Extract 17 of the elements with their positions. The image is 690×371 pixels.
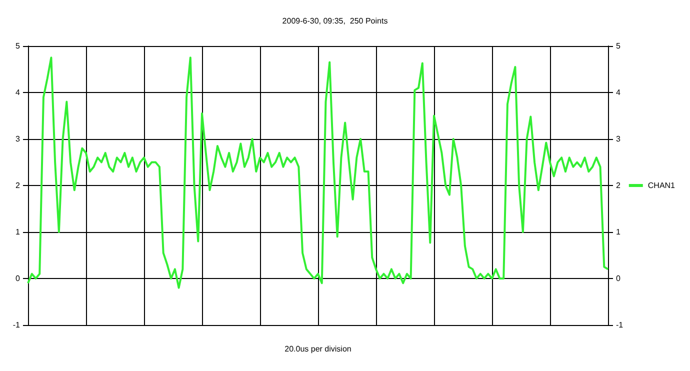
y2-tick-label: 5 <box>616 42 621 50</box>
y-tick-label: 3 <box>16 134 21 144</box>
legend-label: CHAN1 <box>648 181 676 190</box>
y-tick-label: 4 <box>16 88 21 97</box>
y2-tick-label: 2 <box>616 181 621 190</box>
y2-tick-label: 4 <box>616 88 621 97</box>
chart-title: 2009-6-30, 09:35, 250 Points <box>282 16 388 26</box>
y2-tick-label: 3 <box>616 134 621 144</box>
y2-tick-label: -1 <box>616 320 624 330</box>
y2-tick-label: 1 <box>616 228 621 236</box>
y-tick-label: 2 <box>16 181 21 190</box>
y-tick-label: 1 <box>16 228 21 236</box>
x-axis-title: 20.0us per division <box>284 344 352 354</box>
y-tick-label: 0 <box>16 274 21 283</box>
y-tick-label: -1 <box>12 320 21 330</box>
y2-tick-label: 0 <box>616 274 621 283</box>
y-tick-label: 5 <box>16 42 21 50</box>
